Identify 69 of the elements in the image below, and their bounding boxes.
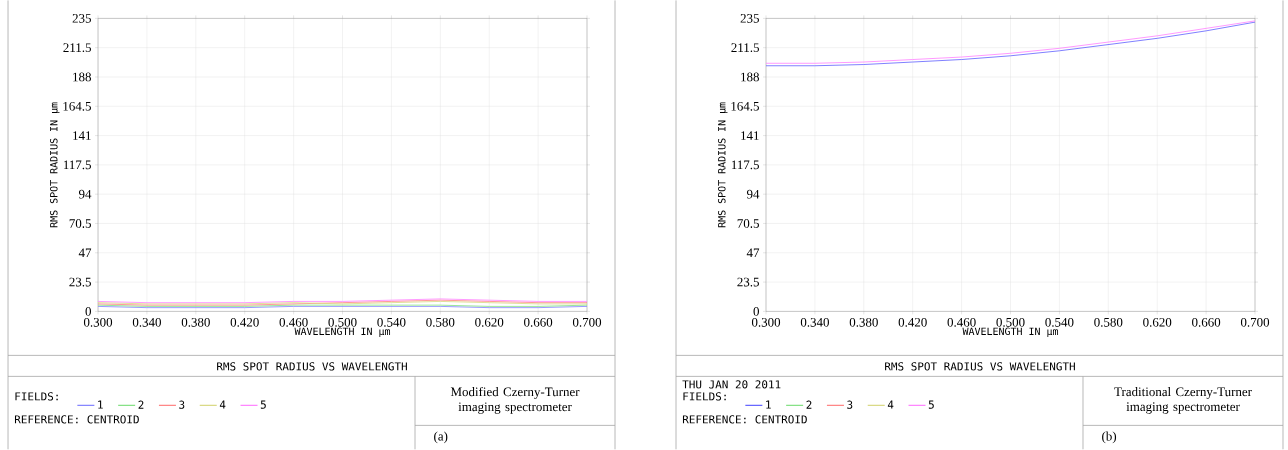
text: FIELDS: [15,392,58,401]
x-tick-label: 0.380 [181,318,210,327]
text: (a) [434,431,448,444]
y-tick-label: 141 [741,131,759,140]
x-tick-label: 0.700 [1240,318,1270,327]
text: (b) [1102,431,1117,444]
text: RMS SPOT RADIUS VS WAVELENGTH [885,362,1075,371]
x-tick-label: 0.500 [996,318,1025,327]
y-tick-label: 94 [78,189,92,199]
legend-label: 3 [179,400,185,409]
legend-label: 3 [847,400,853,409]
text: REFERENCE: CENTROID [14,415,139,424]
x-tick-label: 0.620 [1143,318,1172,327]
x-tick-label: 0.420 [230,318,259,327]
x-tick-label: 0.380 [849,318,878,327]
y-tick-label: 188 [741,72,759,82]
x-tick-label: 0.500 [328,318,357,327]
text: Modified Czerny-Turner imaging spectrometer [450,387,580,414]
legend-label: 5 [928,400,934,409]
x-tick-label: 0.300 [83,318,113,327]
y-axis-title: RMS SPOT RADIUS IN µm [50,102,60,228]
y-tick-label: 164.5 [731,102,759,111]
text: FIELDS: [683,392,726,401]
text: RMS SPOT RADIUS VS WAVELENGTH [217,362,407,371]
legend-label: 4 [887,400,894,409]
y-axis-title: RMS SPOT RADIUS IN µm [718,102,728,228]
x-tick-label: 0.300 [751,318,781,327]
y-tick-label: 211.5 [63,43,91,53]
x-axis-title: WAVELENGTH IN µm [294,327,391,338]
x-tick-label: 0.540 [1045,318,1074,327]
y-tick-label: 141 [73,131,91,140]
y-tick-label: 235 [72,14,91,23]
x-tick-label: 0.540 [377,318,406,327]
y-tick-label: 235 [740,14,759,23]
legend-label: 1 [98,400,103,409]
y-tick-label: 117.5 [731,160,759,170]
legend-label: 2 [138,400,144,409]
text: Traditional Czerny-Turner imaging spectrometer [1114,387,1252,414]
x-tick-label: 0.460 [947,318,976,327]
legend-label: 1 [766,400,771,409]
text: THU JAN 20 2011 [682,380,781,389]
legend-label: 5 [260,400,266,409]
y-tick-label: 188 [73,72,91,82]
x-tick-label: 0.700 [572,318,602,327]
text: REFERENCE: CENTROID [682,415,807,424]
y-tick-label: 70.5 [737,219,759,228]
y-tick-label: 0 [753,307,759,316]
y-tick-label: 23.5 [69,277,91,287]
x-tick-label: 0.340 [132,318,161,327]
x-tick-label: 0.660 [524,318,553,327]
y-tick-label: 0 [85,307,91,316]
x-tick-label: 0.580 [426,318,455,327]
x-tick-label: 0.580 [1094,318,1123,327]
y-tick-label: 117.5 [63,160,91,170]
x-tick-label: 0.420 [898,318,927,327]
y-tick-label: 47 [78,248,92,258]
x-tick-label: 0.460 [279,318,308,327]
x-tick-label: 0.660 [1192,318,1221,327]
y-tick-label: 23.5 [737,277,759,287]
x-axis-title: WAVELENGTH IN µm [962,327,1059,338]
legend-label: 2 [806,400,812,409]
y-tick-label: 70.5 [69,219,91,228]
y-tick-label: 164.5 [63,102,91,111]
x-tick-label: 0.620 [475,318,504,327]
x-tick-label: 0.340 [800,318,829,327]
y-tick-label: 211.5 [731,43,759,53]
y-tick-label: 47 [746,248,760,258]
y-tick-label: 94 [746,189,760,199]
legend-label: 4 [219,400,226,409]
